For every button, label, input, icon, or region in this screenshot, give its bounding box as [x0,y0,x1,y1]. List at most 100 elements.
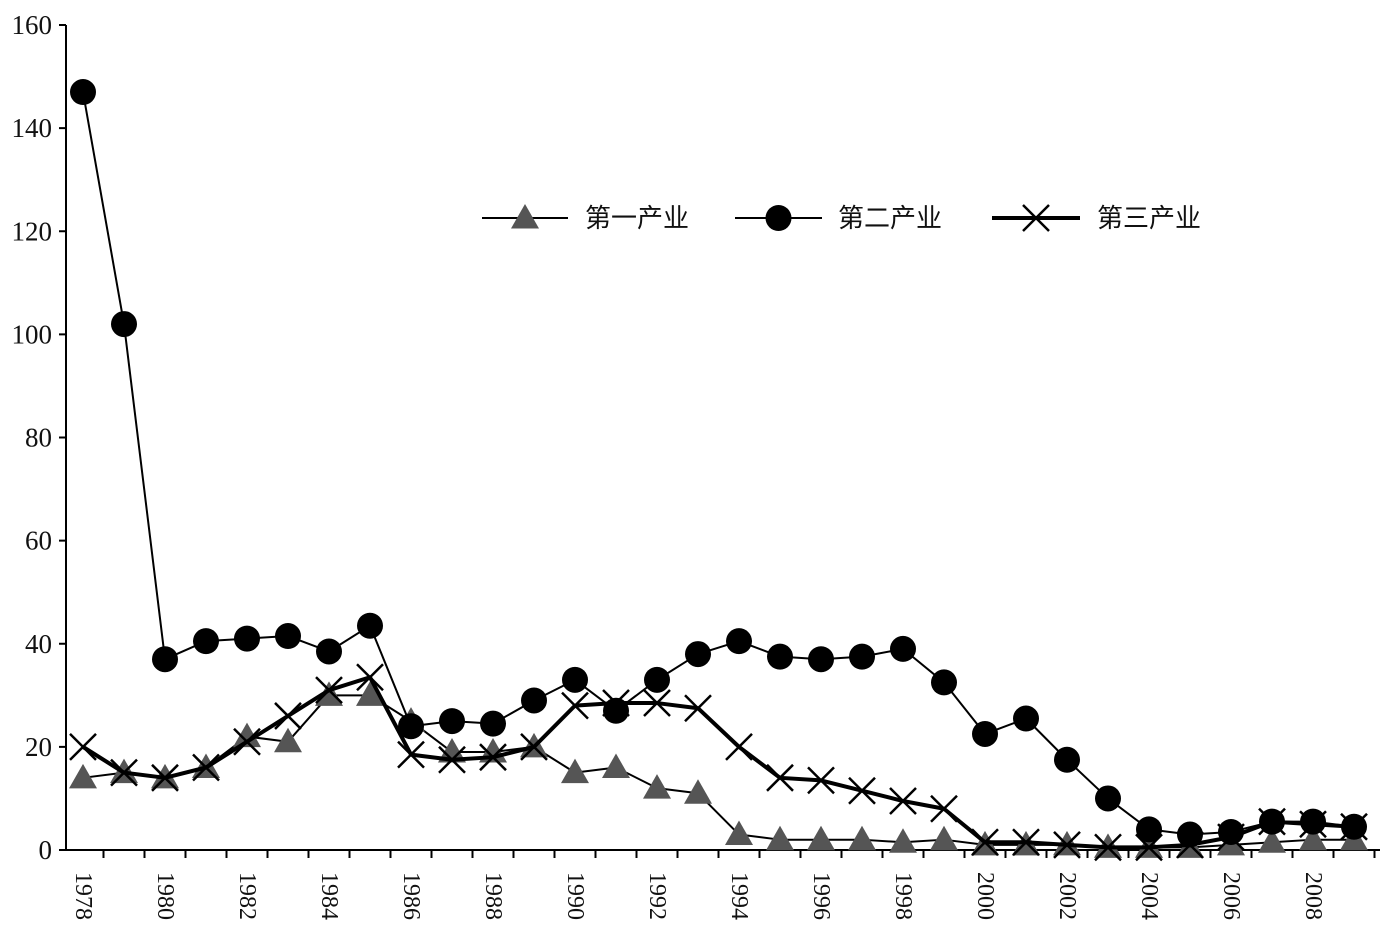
data-point [684,694,712,723]
data-point [152,646,178,673]
data-point [1012,828,1040,857]
legend-item: 第三产业 [992,204,1201,233]
data-point [397,740,425,769]
legend-item: 第二产业 [735,204,942,233]
data-point [562,666,588,693]
data-point [439,708,465,735]
data-point [890,635,916,662]
data-point [1258,807,1286,836]
data-point [889,787,917,815]
y-tick-label: 20 [25,732,52,762]
data-point [561,691,589,720]
legend-label: 第二产业 [838,204,942,233]
data-point [971,828,999,857]
x-tick-label: 1990 [562,872,588,920]
data-point [316,638,342,665]
x-marker-stroke [1217,823,1245,851]
x-marker-stroke [1258,807,1286,836]
y-tick-label: 100 [12,319,53,349]
legend-marker [511,204,539,229]
x-marker-stroke [1340,812,1368,841]
data-point [438,745,466,774]
data-point [274,727,302,753]
data-point [69,763,97,789]
x-tick-label: 1982 [234,872,260,920]
data-point [1217,823,1245,851]
x-tick-label: 1994 [726,872,752,920]
data-point [766,763,794,792]
data-point [356,663,384,692]
series-line [81,675,1355,850]
data-point [726,628,752,655]
data-point [356,681,384,706]
x-tick-label: 1988 [480,872,506,920]
x-marker-stroke [520,732,548,761]
data-point [1095,785,1121,812]
data-point [1013,705,1039,732]
data-point [602,753,630,778]
x-tick-label: 2004 [1136,872,1162,920]
data-point [110,758,138,787]
x-tick-label: 2002 [1054,872,1080,920]
data-point [1176,830,1204,859]
data-point [1340,812,1368,841]
data-point [1135,833,1163,862]
data-point [234,625,260,652]
data-point [70,79,96,106]
x-tick-label: 1986 [398,872,424,920]
axes: 0 20 40 60 80 100 120 140 160 1978 1980 1982 1984 198… [12,10,1380,920]
data-point [1299,810,1327,839]
data-point [438,738,466,763]
x-tick-label: 2000 [972,872,998,920]
x-marker-stroke [479,743,507,772]
x-marker-stroke [971,828,999,857]
x-marker-stroke [725,732,753,761]
data-point [1054,746,1080,773]
data-point [480,710,506,737]
data-point [972,720,998,747]
x-tick-label: 1996 [808,872,834,920]
data-point [848,825,876,851]
x-marker-stroke [1022,204,1050,232]
data-point [398,713,424,740]
data-point [479,743,507,772]
x-tick-label: 1998 [890,872,916,920]
data-point [725,732,753,761]
y-tick-label: 80 [25,423,52,453]
x-tick-label: 2008 [1300,872,1326,920]
data-point [602,689,630,717]
data-point [233,727,261,756]
x-marker-stroke [807,766,835,795]
data-point [315,676,343,705]
x-marker-stroke [930,794,958,823]
data-point [1177,821,1203,848]
data-point [192,753,220,782]
x-marker-stroke [643,689,671,717]
data-point [275,623,301,650]
data-point [808,646,834,673]
x-tick-label: 1984 [316,872,342,920]
data-point [766,825,794,851]
y-tick-label: 140 [12,113,53,143]
data-point [643,774,671,799]
x-marker-stroke [274,702,302,730]
series-layer [69,79,1368,862]
x-marker-stroke [561,691,589,720]
data-point [69,732,97,761]
x-marker-stroke [684,694,712,723]
data-point [930,794,958,823]
x-marker-stroke [192,753,220,782]
data-point [685,641,711,668]
data-point [561,758,589,784]
x-marker-stroke [1053,830,1081,859]
x-marker-stroke [110,758,138,787]
legend-label: 第三产业 [1097,204,1201,233]
x-marker-stroke [1299,810,1327,839]
y-tick-label: 60 [25,526,52,556]
data-point [193,628,219,655]
data-point [767,643,793,670]
series-2 [70,79,1367,848]
x-tick-label: 1980 [152,872,178,920]
data-point [520,732,548,761]
